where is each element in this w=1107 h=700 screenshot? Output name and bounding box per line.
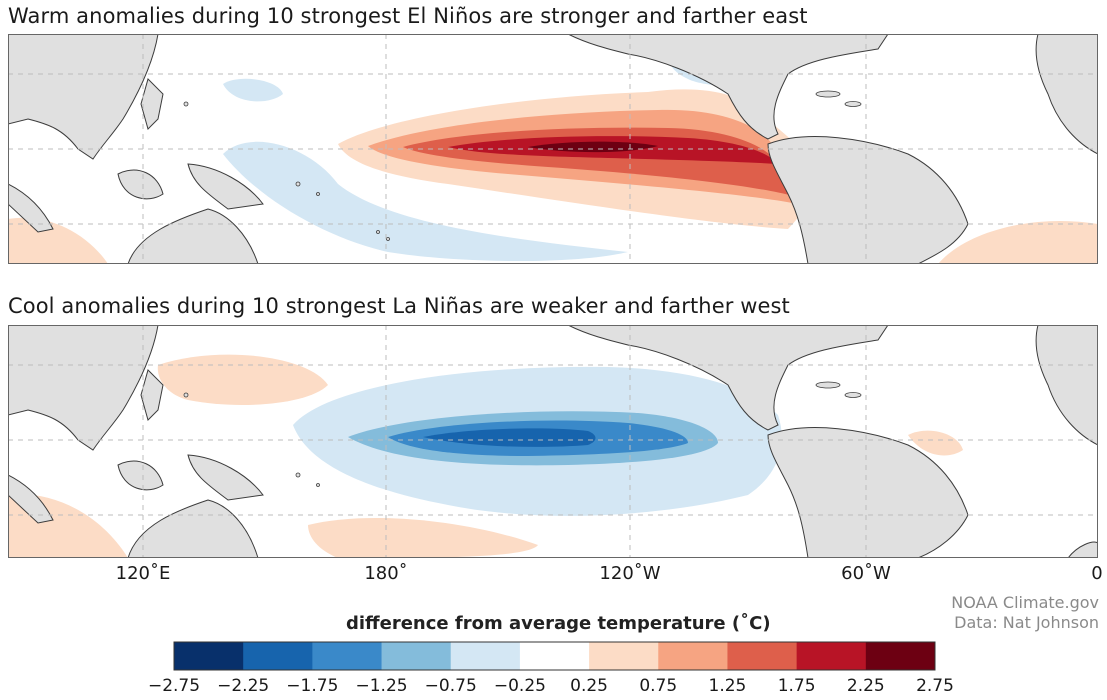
africa-landmass xyxy=(1035,325,1098,446)
sumatra-island xyxy=(8,474,54,524)
colorbar-swatch xyxy=(174,642,244,670)
island xyxy=(815,90,841,98)
colorbar-tick-label: −1.25 xyxy=(355,676,408,696)
australia-landmass xyxy=(127,499,259,558)
borneo-island xyxy=(117,460,164,491)
colorbar xyxy=(173,641,936,671)
cool-anomaly-contour xyxy=(423,428,596,447)
longitude-label-180: 180˚ xyxy=(364,563,408,584)
colorbar-tick-label: −0.75 xyxy=(424,676,477,696)
el-nino-map xyxy=(8,34,1098,264)
island xyxy=(316,483,320,487)
sumatra-island xyxy=(8,183,54,233)
africa-landmass xyxy=(1067,541,1098,558)
colorbar-tick-label: −2.75 xyxy=(147,676,201,696)
colorbar-tick-label: 2.25 xyxy=(846,676,885,696)
cool-anomaly-contour xyxy=(223,141,628,262)
island xyxy=(183,392,189,398)
colorbar-tick-label: −1.75 xyxy=(286,676,339,696)
longitude-label-120w: 120˚W xyxy=(599,563,661,584)
longitude-label-120e: 120˚E xyxy=(115,563,171,584)
africa-landmass xyxy=(1035,34,1098,155)
colorbar-swatch xyxy=(658,642,728,670)
colorbar-swatch xyxy=(727,642,798,670)
el-nino-map-panel xyxy=(8,34,1098,264)
warm-anomaly-contour xyxy=(157,354,328,405)
warm-anomaly-contour xyxy=(8,217,108,264)
north-america-landmass xyxy=(567,325,889,431)
warm-anomaly-contour xyxy=(938,220,1098,264)
island xyxy=(295,472,301,478)
island xyxy=(316,192,320,196)
island xyxy=(376,230,380,234)
la-nina-map-panel xyxy=(8,325,1098,558)
la-nina-map xyxy=(8,325,1098,558)
cool-anomaly-contour xyxy=(223,78,283,102)
philippines-island xyxy=(140,369,164,421)
asia-landmass xyxy=(8,34,159,160)
warm-anomaly-contour xyxy=(528,141,658,153)
philippines-island xyxy=(140,78,164,130)
colorbar-swatch xyxy=(589,642,659,670)
australia-landmass xyxy=(127,208,259,264)
credit-data-source: Data: Nat Johnson xyxy=(954,613,1099,632)
colorbar-swatch xyxy=(243,642,313,670)
colorbar-tick-label: 2.75 xyxy=(916,676,954,696)
island xyxy=(295,181,301,187)
new-guinea-island xyxy=(187,454,264,501)
colorbar-swatch xyxy=(381,642,452,670)
warm-anomaly-contour xyxy=(308,517,538,558)
colorbar-swatch xyxy=(450,642,521,670)
warm-anomaly-contour xyxy=(908,430,963,456)
colorbar-border xyxy=(173,641,936,671)
colorbar-tick-label: 0.25 xyxy=(570,676,609,696)
island xyxy=(386,237,390,241)
south-america-landmass xyxy=(767,427,969,558)
colorbar-tick-label: 0.75 xyxy=(639,676,678,696)
credit-noaa: NOAA Climate.gov xyxy=(951,593,1099,612)
colorbar-swatch xyxy=(796,642,867,670)
colorbar-swatch xyxy=(312,642,383,670)
longitude-label-0: 0 xyxy=(1091,563,1103,584)
north-america-landmass xyxy=(567,34,889,140)
island xyxy=(844,101,862,107)
colorbar-tick-label: −0.25 xyxy=(493,676,546,696)
island xyxy=(844,392,862,398)
panel-title-la-nina: Cool anomalies during 10 strongest La Ni… xyxy=(8,294,790,318)
borneo-island xyxy=(117,169,164,200)
south-america-landmass xyxy=(767,136,969,264)
colorbar-tick-label: 1.25 xyxy=(708,676,747,696)
colorbar-title: difference from average temperature (˚C) xyxy=(346,613,771,634)
new-guinea-island xyxy=(187,163,264,210)
island xyxy=(815,381,841,389)
colorbar-tick-label: 1.75 xyxy=(777,676,816,696)
longitude-label-60w: 60˚W xyxy=(841,563,891,584)
colorbar-tick-label: −2.25 xyxy=(217,676,270,696)
asia-landmass xyxy=(8,325,159,451)
colorbar-swatch xyxy=(519,642,590,670)
colorbar-swatch xyxy=(865,642,936,670)
panel-title-el-nino: Warm anomalies during 10 strongest El Ni… xyxy=(8,4,808,28)
island xyxy=(183,101,189,107)
